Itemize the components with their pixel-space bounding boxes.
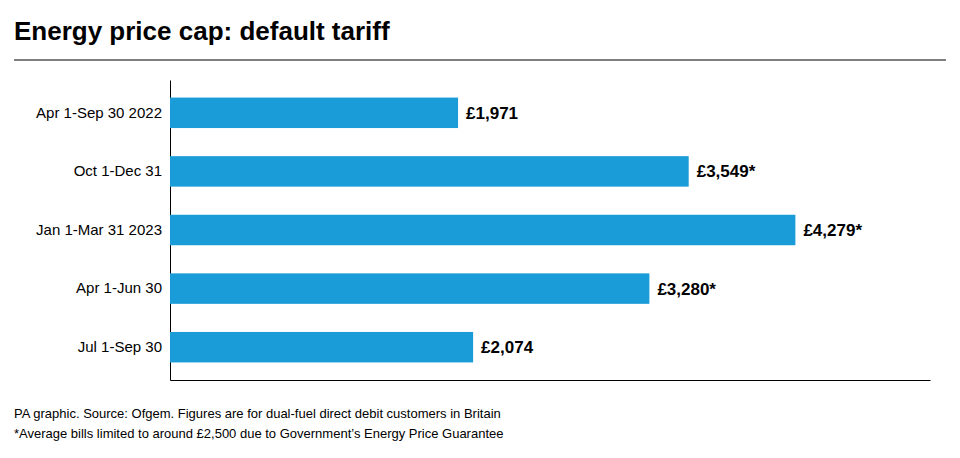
- title: Energy price cap: default tariff: [14, 16, 390, 46]
- bar: [170, 273, 649, 303]
- bar: [170, 215, 795, 245]
- plot: Apr 1-Sep 30 2022 Oct 1-Dec 31 Jan 1-Mar 3…: [36, 81, 930, 381]
- y-tick-label: Oct 1-Dec 31: [74, 162, 162, 179]
- y-tick: Apr 1-Jun 30: [76, 279, 170, 296]
- data-label: £3,280*: [657, 280, 716, 299]
- y-tick: Oct 1-Dec 31: [74, 162, 170, 179]
- y-tick: Apr 1-Sep 30 2022: [36, 104, 170, 121]
- y-axis: Apr 1-Sep 30 2022 Oct 1-Dec 31 Jan 1-Mar 3…: [36, 81, 170, 381]
- bars: [170, 98, 795, 363]
- title-rule: [14, 59, 946, 60]
- bar: [170, 98, 458, 128]
- data-label: £3,549*: [697, 162, 756, 181]
- x-axis-line: [171, 380, 931, 381]
- y-tick-label: Jul 1-Sep 30: [78, 338, 162, 355]
- y-tick-label: Jan 1-Mar 31 2023: [36, 221, 162, 238]
- y-tick-label: Apr 1-Jun 30: [76, 279, 162, 296]
- footnote: *Average bills limited to around £2,500 …: [14, 426, 503, 441]
- data-label: £2,074: [481, 338, 534, 357]
- bar: [170, 156, 689, 186]
- y-tick: Jan 1-Mar 31 2023: [36, 221, 170, 238]
- data-label: £4,279*: [803, 221, 862, 240]
- x-axis: [171, 380, 931, 381]
- data-labels: £1,971 £3,549* £4,279* £3,280* £2,074: [466, 104, 862, 357]
- chart: Energy price cap: default tariff Apr 1-Se…: [0, 0, 960, 458]
- data-label: £1,971: [466, 104, 518, 123]
- footnotes: PA graphic. Source: Ofgem. Figures are f…: [14, 406, 503, 441]
- bar: [170, 332, 473, 362]
- footnote: PA graphic. Source: Ofgem. Figures are f…: [14, 406, 501, 421]
- y-tick: Jul 1-Sep 30: [78, 338, 170, 355]
- y-tick-label: Apr 1-Sep 30 2022: [36, 104, 162, 121]
